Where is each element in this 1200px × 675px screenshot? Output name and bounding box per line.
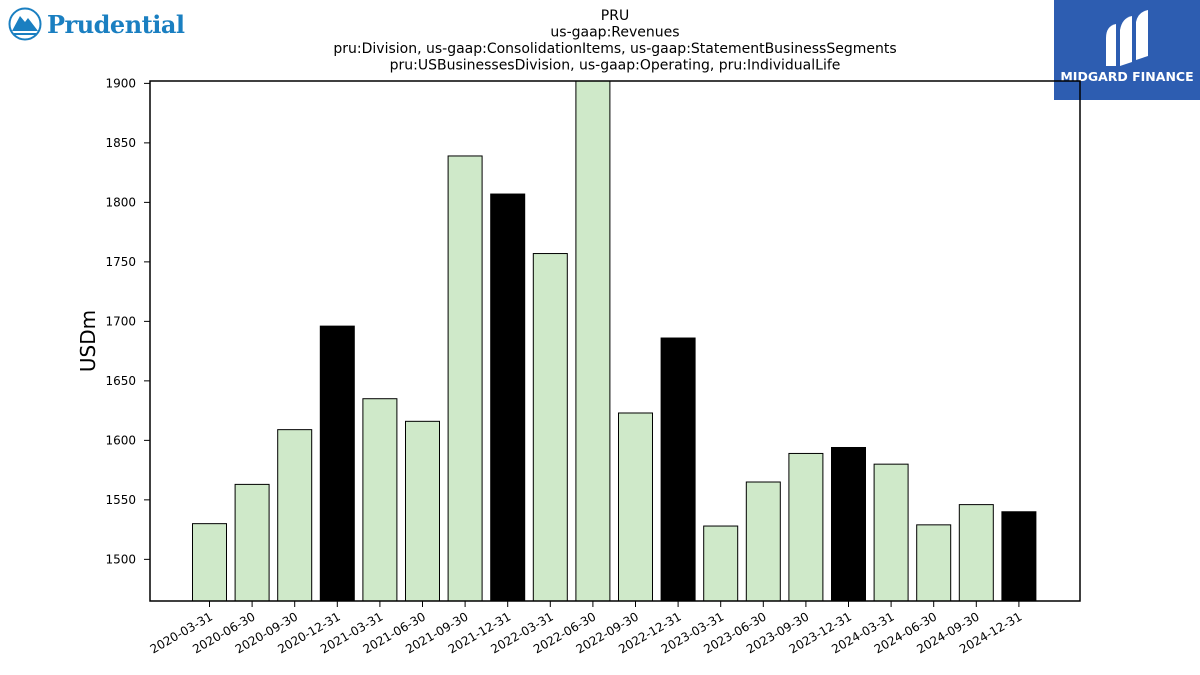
bar-2020-03-31 (192, 523, 227, 602)
y-tick-label: 1850 (105, 136, 136, 150)
bar-2022-03-31 (532, 253, 568, 602)
y-axis-label: USDm (76, 310, 100, 372)
y-axis: 1500 1550 1600 1650 1700 1750 1800 1850 1900 (105, 76, 150, 566)
y-tick-label: 1550 (105, 493, 136, 507)
x-axis: 2020-03-312020-06-302020-09-302020-12-31… (148, 601, 1024, 656)
midgard-finance-wordmark: MIDGARD FINANCE (1060, 69, 1194, 84)
bar-2022-09-30 (618, 412, 653, 602)
bar-2023-03-31 (703, 525, 739, 602)
bar-2020-12-31 (319, 325, 355, 602)
y-tick-label: 1600 (105, 433, 136, 447)
y-tick-label: 1700 (105, 314, 136, 328)
bar-2021-06-30 (405, 420, 440, 602)
rock-logo-icon (8, 7, 42, 41)
bar-2022-12-31 (660, 337, 696, 602)
y-tick-label: 1750 (105, 255, 136, 269)
prudential-wordmark: Prudential (47, 9, 185, 39)
m-monogram-icon (1106, 10, 1148, 66)
prudential-logo: Prudential (8, 6, 185, 42)
bar-2024-09-30 (958, 504, 994, 602)
midgard-finance-logo: MIDGARD FINANCE (1054, 0, 1200, 100)
bars (192, 80, 1037, 602)
chart-title-line: us-gaap:Revenues (550, 25, 679, 41)
chart-title-line: PRU (601, 8, 629, 24)
bar-2023-06-30 (745, 481, 781, 602)
bar-2021-03-31 (362, 398, 398, 602)
bar-2022-06-30 (575, 80, 611, 602)
y-tick-label: 1900 (105, 76, 136, 90)
bar-2024-06-30 (916, 524, 952, 602)
bar-2021-09-30 (447, 155, 483, 602)
y-tick-label: 1800 (105, 195, 136, 209)
bar-2020-09-30 (277, 429, 313, 602)
bar-2020-06-30 (234, 483, 270, 602)
bar-2024-12-31 (1001, 511, 1037, 602)
y-tick-label: 1650 (105, 374, 136, 388)
bar-2021-12-31 (490, 193, 526, 602)
y-tick-label: 1500 (105, 552, 136, 566)
plot-frame (149, 80, 1081, 602)
chart-title-line: pru:USBusinessesDivision, us-gaap:Operat… (390, 58, 841, 74)
bar-2023-12-31 (831, 446, 866, 602)
chart-title-line: pru:Division, us-gaap:ConsolidationItems… (333, 41, 896, 57)
bar-2024-03-31 (873, 463, 909, 602)
bar-2023-09-30 (788, 452, 824, 602)
